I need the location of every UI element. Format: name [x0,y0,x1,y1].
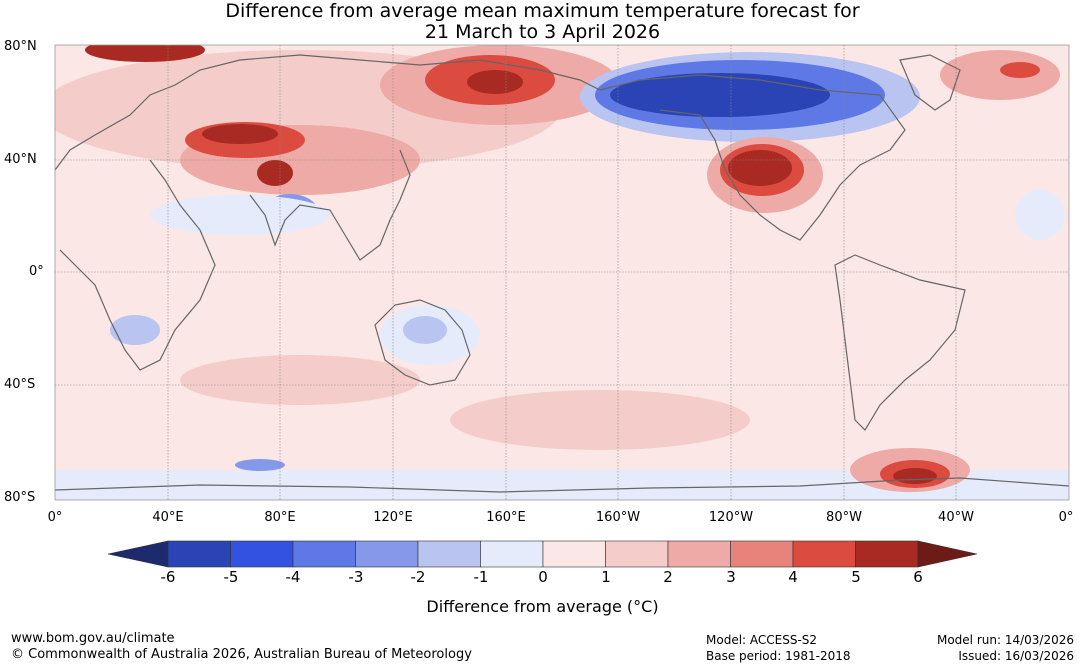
anomaly-region-africa-cool [110,315,160,345]
footer-copyright: © Commonwealth of Australia 2026, Austra… [11,647,472,662]
colorbar-bin [292,540,356,568]
lon-label-120w: 120°W [708,510,754,525]
colorbar-bin [480,540,544,568]
coastline-greenland [899,54,961,111]
colorbar-extend-high [917,540,978,568]
lon-label-160w: 160°W [595,510,641,525]
colorbar-tick: 1 [601,568,611,586]
coastline-north-america [599,74,906,241]
anomaly-region-atlantic-cool [1015,190,1065,240]
colorbar [107,540,978,568]
colorbar-bin [730,540,794,568]
anomaly-region-australia-cool [403,316,447,344]
coastline-eurasia-north [55,54,601,171]
colorbar-bin [417,540,481,568]
lat-label-80n: 80°N [4,39,37,54]
colorbar-extend-low [107,540,169,568]
lat-label-80s: 80°S [4,490,36,505]
colorbar-bin [355,540,419,568]
coastlines [55,54,1069,493]
anomaly-region-indian-ocean [180,355,420,405]
anomaly-region-greenland [940,50,1060,100]
map-title-line2: 21 March to 3 April 2026 [424,21,661,43]
colorbar-bin [855,540,919,568]
colorbar-tick: 2 [663,568,673,586]
colorbar-tick: 4 [788,568,798,586]
colorbar-tick: -3 [348,568,364,586]
map-frame [54,44,1070,501]
map-gridlines [55,45,1069,500]
footer-model-run: Model run: 14/03/2026 [936,633,1074,647]
anomaly-region-kazakhstan-core [202,124,278,144]
colorbar-bin [605,540,669,568]
lon-label-160e: 160°E [486,510,526,525]
lon-label-120e: 120°E [373,510,413,525]
colorbar-bin [542,540,606,568]
colorbar-tick: -6 [160,568,176,586]
anomaly-region-siberia-core [467,70,523,94]
anomaly-region-antarctic-cold [235,459,285,471]
anomaly-region-southern-pacific [450,390,750,450]
lon-label-0-right: 0° [1058,510,1074,525]
lat-label-40s: 40°S [4,377,36,392]
coastline-africa [59,159,216,371]
anomaly-region-weddell-core [893,468,937,484]
colorbar-bin [167,540,231,568]
anomaly-region-arctic-core [85,45,205,62]
colorbar-bin [792,540,856,568]
lon-label-40e: 40°E [152,510,184,525]
anomaly-region-arabian-sea [150,195,330,235]
anomaly-region-tibet-core [257,160,293,186]
coastline-australia [374,299,471,386]
anomaly-region-greenland-hot [1000,62,1040,78]
coastline-south-asia [249,149,411,261]
lat-label-equator: 0° [29,264,44,279]
footer-website: www.bom.gov.au/climate [11,631,175,646]
map-title-line1: Difference from average mean maximum tem… [225,0,860,22]
footer-model: Model: ACCESS-S2 [706,633,818,647]
colorbar-tick: -5 [223,568,239,586]
lon-label-80w: 80°W [826,510,862,525]
colorbar-tick: -2 [410,568,426,586]
lon-label-0-left: 0° [47,510,63,525]
anomaly-region-canada-core [610,73,830,117]
footer-issued: Issued: 16/03/2026 [958,649,1074,663]
footer-base-period: Base period: 1981-2018 [706,649,851,663]
colorbar-tick: -4 [285,568,301,586]
anomaly-region-usa-core [728,150,792,186]
lat-label-40n: 40°N [4,152,37,167]
colorbar-bin [230,540,294,568]
coastline-antarctica [55,477,1069,493]
colorbar-bin [667,540,731,568]
map-field [55,45,1069,500]
colorbar-tick: 3 [726,568,736,586]
colorbar-label: Difference from average (°C) [426,597,659,616]
lon-label-40w: 40°W [938,510,974,525]
coastline-south-america [834,254,966,431]
colorbar-tick: -1 [473,568,489,586]
lon-label-80e: 80°E [264,510,296,525]
colorbar-tick: 0 [538,568,548,586]
colorbar-tick: 5 [851,568,861,586]
colorbar-tick: 6 [913,568,923,586]
